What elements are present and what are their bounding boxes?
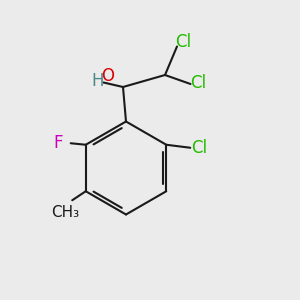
Text: Cl: Cl xyxy=(191,139,207,157)
Text: Cl: Cl xyxy=(176,33,192,51)
Text: CH₃: CH₃ xyxy=(51,205,79,220)
Text: O: O xyxy=(101,67,115,85)
Text: H: H xyxy=(91,72,104,90)
Text: Cl: Cl xyxy=(190,74,206,92)
Text: F: F xyxy=(54,134,63,152)
